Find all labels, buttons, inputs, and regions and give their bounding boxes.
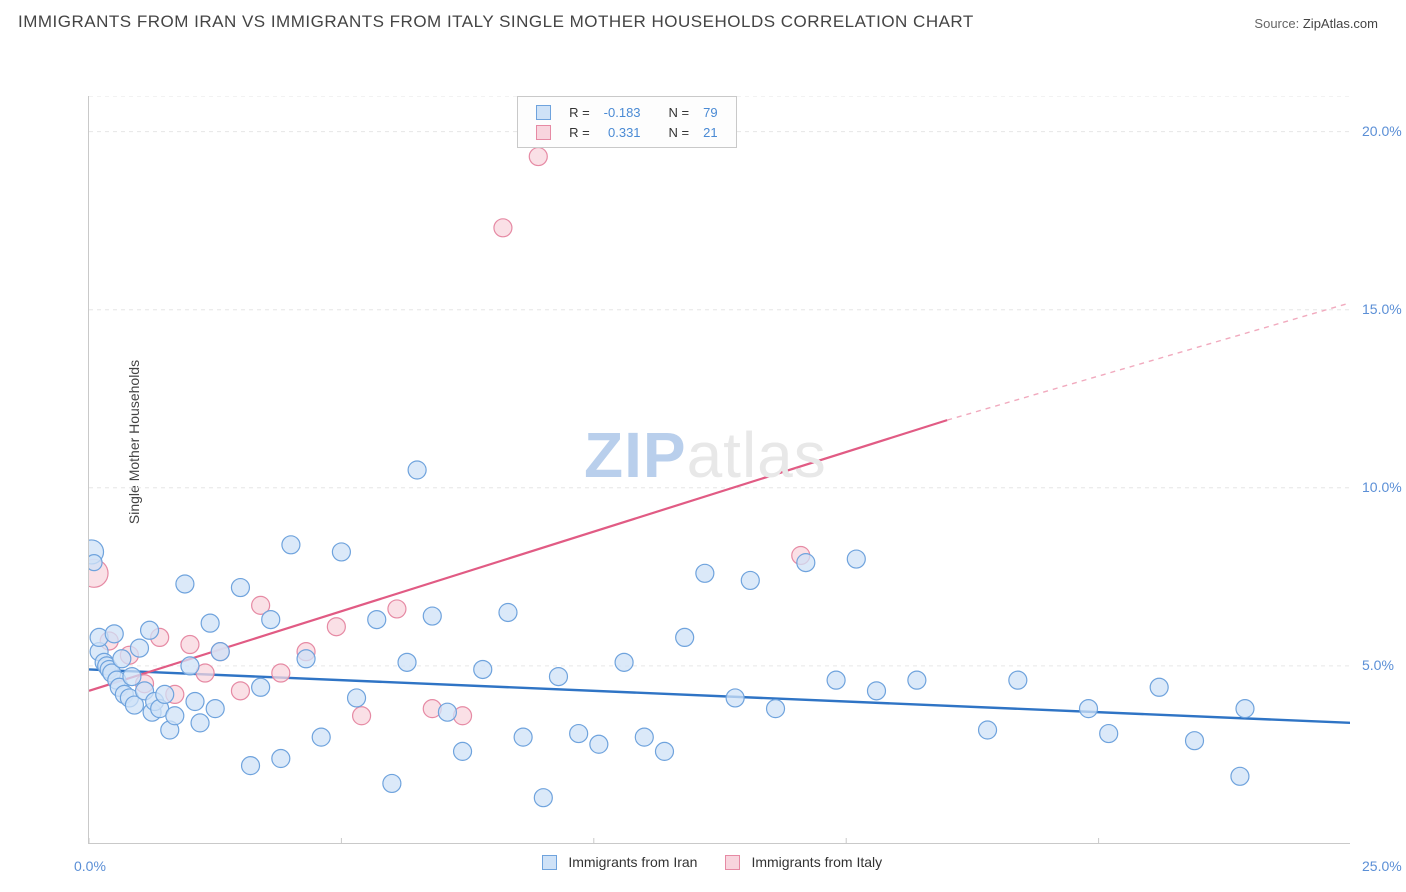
- x-tick-label: 0.0%: [74, 858, 106, 874]
- legend-n-value: 21: [697, 123, 723, 141]
- source-label: Source:: [1254, 16, 1299, 31]
- chart-title: IMMIGRANTS FROM IRAN VS IMMIGRANTS FROM …: [18, 12, 974, 32]
- legend-r-label: R =: [563, 103, 596, 121]
- legend-r-label: R =: [563, 123, 596, 141]
- chart-container: Single Mother Households ZIPatlas R =-0.…: [44, 48, 1354, 836]
- legend-item: Immigrants from Iran: [542, 854, 697, 870]
- x-tick-label: 25.0%: [1362, 858, 1402, 874]
- legend-n-label: N =: [663, 103, 696, 121]
- y-tick-label: 20.0%: [1362, 123, 1402, 139]
- source-attribution: Source: ZipAtlas.com: [1254, 16, 1378, 31]
- legend-r-value: -0.183: [598, 103, 647, 121]
- correlation-legend: R =-0.183 N =79 R =0.331 N =21: [517, 96, 737, 148]
- legend-n-label: N =: [663, 123, 696, 141]
- legend-item: Immigrants from Italy: [725, 854, 882, 870]
- legend-series-label: Immigrants from Iran: [568, 854, 697, 870]
- source-value: ZipAtlas.com: [1303, 16, 1378, 31]
- legend-swatch: [542, 855, 557, 870]
- legend-swatch: [536, 105, 551, 120]
- series-legend: Immigrants from Iran Immigrants from Ital…: [542, 854, 882, 870]
- legend-series-label: Immigrants from Italy: [751, 854, 882, 870]
- y-tick-label: 15.0%: [1362, 301, 1402, 317]
- legend-swatch: [725, 855, 740, 870]
- legend-swatch: [536, 125, 551, 140]
- y-tick-label: 10.0%: [1362, 479, 1402, 495]
- legend-r-value: 0.331: [598, 123, 647, 141]
- legend-n-value: 79: [697, 103, 723, 121]
- scatter-plot: [88, 96, 1350, 844]
- y-tick-label: 5.0%: [1362, 657, 1394, 673]
